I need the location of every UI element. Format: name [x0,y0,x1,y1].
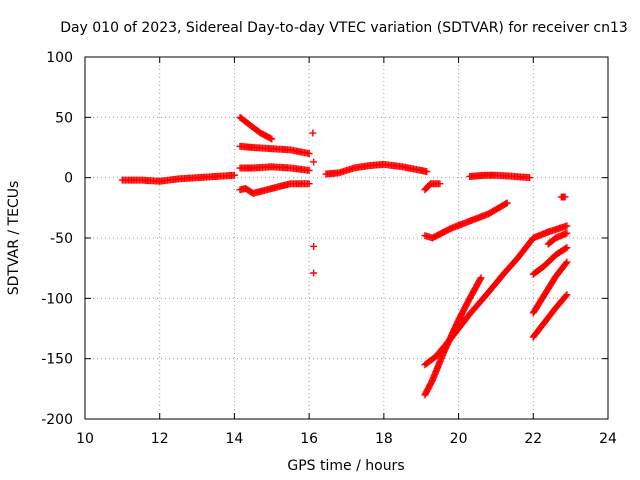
x-tick-label: 18 [375,431,393,447]
x-tick-label: 10 [76,431,94,447]
data-series-pass-1 [118,171,238,185]
data-point [305,150,313,158]
y-tick-label: 0 [64,171,73,187]
data-point [305,166,313,174]
y-tick-label: -50 [50,231,73,247]
y-tick-label: -150 [41,352,73,368]
data-point [310,158,318,166]
data-point [268,135,276,143]
data-point [436,180,444,188]
data-series-pass-16 [544,229,571,248]
data-point [561,193,569,201]
x-tick-label: 12 [151,431,169,447]
data-point [563,222,571,230]
data-series-pass-12 [421,222,571,369]
data-point [526,174,534,182]
data-point [423,168,431,176]
x-axis-title: GPS time / hours [287,458,404,474]
chart-title: Day 010 of 2023, Sidereal Day-to-day VTE… [60,20,628,36]
data-series-pass-6 [309,129,318,277]
data-point [230,171,238,179]
x-tick-label: 16 [300,431,318,447]
x-tick-label: 24 [599,431,617,447]
data-point [563,229,571,237]
data-point [305,180,313,188]
data-point [503,199,511,207]
data-point [563,258,571,266]
data-series-pass-7 [322,160,431,178]
y-tick-label: 100 [46,50,73,66]
data-series-pass-2 [236,113,276,143]
data-point [502,200,510,208]
y-tick-label: -200 [41,412,73,428]
data-point [562,292,570,300]
axis-ticks: 10 12 14 16 18 20 22 24 -200 -150 -100 -50 0 50 100 [41,50,617,447]
data-point [563,291,571,299]
data-series-pass-3 [236,142,313,158]
data-point [562,244,570,252]
data-point [562,259,570,267]
x-tick-label: 20 [450,431,468,447]
data-series-pass-8 [421,180,444,194]
data-series-pass-13 [529,244,571,278]
data-point [266,134,274,142]
data-point [310,269,318,277]
y-tick-label: 50 [55,110,73,126]
y-tick-label: -100 [41,291,73,307]
data-series-pass-10 [421,199,511,242]
data-point [310,242,318,250]
plot-frame [84,56,609,420]
data-series-pass-15 [529,291,571,341]
data-points [118,113,571,399]
data-series-pass-17 [557,193,569,201]
data-series-pass-5 [236,180,313,197]
y-axis-title: SDTVAR / TECUs [6,181,22,296]
x-tick-label: 14 [226,431,244,447]
data-series-pass-4 [236,163,313,174]
x-tick-label: 22 [524,431,542,447]
grid-lines [85,57,608,419]
data-series-pass-9 [466,171,534,182]
data-point [563,244,571,252]
data-point [309,129,317,137]
data-point [477,274,485,282]
data-series-pass-14 [529,258,571,317]
data-point [476,275,484,283]
